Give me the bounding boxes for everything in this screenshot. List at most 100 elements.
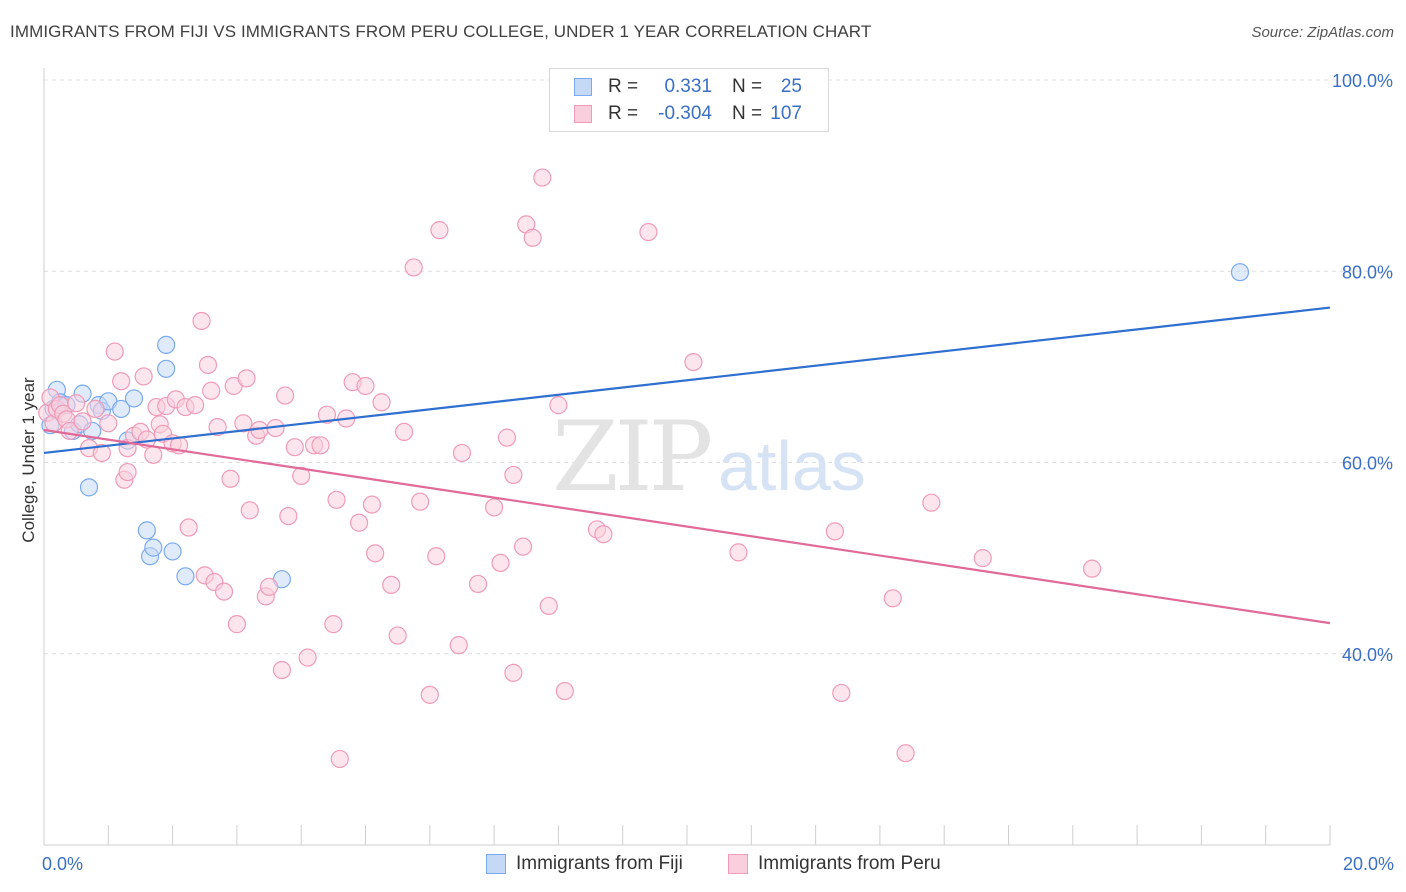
peru-point bbox=[227, 615, 246, 634]
fiji-point bbox=[163, 542, 182, 561]
peru-point bbox=[533, 168, 552, 187]
peru-point bbox=[118, 462, 137, 482]
peru-point bbox=[349, 513, 369, 532]
peru-point bbox=[411, 492, 430, 511]
peru-point bbox=[922, 493, 941, 512]
peru-point bbox=[485, 498, 504, 517]
peru-point bbox=[523, 228, 542, 247]
peru-point bbox=[198, 355, 218, 375]
peru-point bbox=[99, 414, 118, 433]
axes bbox=[43, 68, 1331, 846]
peru-point bbox=[285, 438, 304, 457]
peru-point bbox=[366, 544, 385, 563]
peru-point bbox=[276, 386, 295, 405]
watermark-zip: ZIP bbox=[552, 401, 711, 513]
peru-point bbox=[372, 393, 391, 412]
legend-n-value: 107 bbox=[770, 103, 802, 124]
legend-r-label: R = bbox=[608, 76, 639, 97]
fiji-point bbox=[112, 399, 131, 419]
peru-point bbox=[237, 369, 256, 388]
peru-point bbox=[144, 445, 163, 464]
peru-point bbox=[272, 660, 292, 680]
peru-point bbox=[327, 490, 346, 509]
stats-legend: R = 0.331 N = 25 R = -0.304 N = 107 bbox=[549, 68, 829, 132]
peru-point bbox=[208, 418, 227, 437]
bottom-legend-label-fiji: Immigrants from Fiji bbox=[516, 853, 683, 874]
peru-point bbox=[449, 636, 468, 655]
x-tick-label: 20.0% bbox=[1343, 854, 1394, 874]
peru-point bbox=[298, 648, 317, 667]
legend-swatch-peru bbox=[574, 105, 592, 123]
peru-point bbox=[491, 553, 510, 573]
peru-point bbox=[420, 685, 439, 704]
fiji-point bbox=[79, 478, 99, 497]
bottom-legend-label-peru: Immigrants from Peru bbox=[758, 853, 941, 874]
y-tick-label: 80.0% bbox=[1342, 262, 1393, 282]
peru-point bbox=[324, 615, 343, 634]
peru-point bbox=[539, 596, 558, 616]
peru-point bbox=[825, 522, 844, 541]
legend-row-peru: R = -0.304 N = 107 bbox=[550, 101, 828, 127]
y-axis-label: College, Under 1 year bbox=[19, 377, 38, 543]
peru-point bbox=[1082, 559, 1102, 578]
fiji-trend-line bbox=[43, 306, 1331, 455]
peru-point bbox=[240, 501, 259, 520]
peru-point bbox=[504, 663, 523, 682]
peru-point bbox=[832, 683, 851, 703]
legend-r-value: -0.304 bbox=[658, 103, 712, 124]
tick-labels: 40.0% 60.0% 80.0% 100.0% 0.0% 20.0% bbox=[42, 71, 1394, 874]
legend-n-value: 25 bbox=[780, 76, 802, 97]
peru-point bbox=[468, 574, 488, 594]
peru-point bbox=[883, 589, 902, 608]
peru-point bbox=[67, 394, 86, 413]
peru-trend-line bbox=[43, 428, 1331, 625]
peru-point bbox=[214, 582, 234, 601]
peru-point bbox=[973, 549, 992, 568]
legend-r-label: R = bbox=[608, 103, 639, 124]
peru-point bbox=[549, 396, 568, 415]
grid-lines bbox=[44, 79, 1392, 655]
peru-point bbox=[86, 399, 105, 419]
fiji-point bbox=[144, 538, 163, 557]
peru-point bbox=[594, 525, 613, 544]
peru-point bbox=[639, 222, 658, 242]
x-tick-label: 0.0% bbox=[42, 854, 83, 874]
legend-n-label: N = bbox=[732, 103, 763, 124]
peru-point bbox=[192, 311, 211, 331]
y-tick-label: 100.0% bbox=[1332, 71, 1393, 91]
peru-point bbox=[259, 577, 279, 596]
trend-lines bbox=[43, 306, 1331, 625]
bottom-legend-swatch-fiji bbox=[486, 854, 506, 874]
fiji-point bbox=[157, 359, 176, 378]
fiji-point bbox=[124, 389, 144, 408]
fiji-point bbox=[176, 567, 195, 586]
peru-point bbox=[202, 381, 221, 400]
peru-point bbox=[105, 342, 124, 361]
peru-point bbox=[279, 506, 298, 526]
fiji-point bbox=[1230, 263, 1250, 282]
peru-point bbox=[452, 443, 472, 463]
fiji-point bbox=[137, 521, 156, 540]
peru-point bbox=[555, 681, 574, 701]
fiji-point bbox=[157, 335, 176, 354]
peru-point bbox=[292, 466, 311, 485]
peru-point bbox=[362, 495, 382, 514]
watermark-atlas: atlas bbox=[718, 427, 866, 505]
peru-point bbox=[394, 422, 414, 441]
chart-title: IMMIGRANTS FROM FIJI VS IMMIGRANTS FROM … bbox=[10, 22, 872, 41]
peru-point bbox=[112, 372, 131, 391]
peru-point bbox=[504, 465, 523, 485]
peru-point bbox=[179, 518, 198, 537]
peru-point bbox=[186, 396, 205, 415]
points bbox=[38, 168, 1250, 769]
legend-row-fiji: R = 0.331 N = 25 bbox=[550, 74, 828, 100]
legend-n-label: N = bbox=[732, 76, 763, 97]
peru-point bbox=[330, 749, 349, 769]
chart-source: Source: ZipAtlas.com bbox=[1251, 24, 1394, 41]
bottom-legend-swatch-peru bbox=[728, 854, 748, 874]
peru-point bbox=[404, 258, 423, 277]
peru-point bbox=[92, 443, 111, 463]
peru-point bbox=[382, 575, 401, 595]
peru-point bbox=[317, 405, 337, 424]
